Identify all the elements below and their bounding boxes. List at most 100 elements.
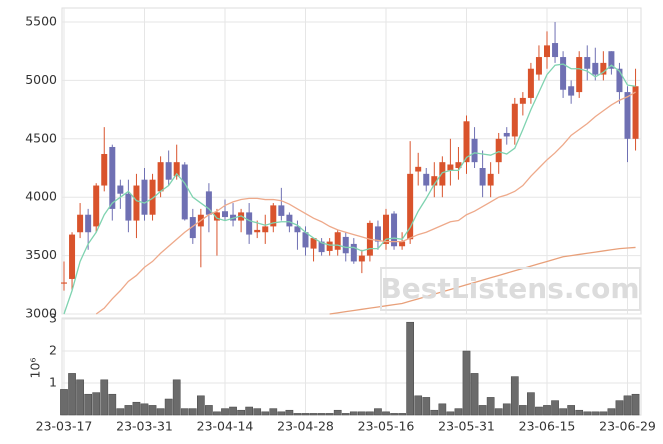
- volume-bar: [607, 408, 616, 416]
- volume-bar: [543, 405, 551, 416]
- volume-bar: [164, 398, 173, 416]
- volume-bar: [213, 411, 221, 416]
- candle-body: [310, 238, 317, 249]
- volume-bar: [502, 403, 511, 416]
- volume-bar: [148, 405, 157, 416]
- x-tick-label: 23-03-31: [116, 419, 173, 434]
- y-tick-label: 5000: [25, 72, 57, 87]
- x-tick-label: 23-06-29: [599, 419, 656, 434]
- candle-body: [511, 103, 518, 137]
- volume-bar: [108, 393, 117, 416]
- candle-body: [423, 173, 430, 186]
- candle-body: [342, 236, 349, 254]
- candle-body: [487, 173, 494, 186]
- candle-body: [294, 226, 301, 233]
- volume-bar: [390, 413, 398, 416]
- volume-bar: [285, 409, 294, 416]
- y-axis-label: 10⁶: [28, 358, 43, 379]
- candle-body: [407, 173, 414, 240]
- volume-bar: [591, 411, 600, 416]
- volume-bar: [132, 401, 141, 416]
- volume-bar: [462, 350, 471, 416]
- y-tick-label: 4500: [25, 130, 57, 145]
- candle-body: [173, 162, 180, 177]
- x-tick-label: 23-06-15: [519, 419, 576, 434]
- x-tick-label: 23-05-16: [358, 419, 415, 434]
- volume-bar: [559, 408, 567, 416]
- volume-bar: [583, 411, 592, 416]
- y-tick-label: 5500: [25, 14, 57, 29]
- moving-average-line: [95, 91, 636, 315]
- candle-body: [463, 121, 470, 163]
- candle-body: [447, 164, 454, 171]
- candle-body: [383, 214, 389, 244]
- volume-bar: [374, 408, 382, 416]
- volume-bar: [317, 413, 326, 416]
- volume-bar: [309, 413, 318, 416]
- candle-body: [350, 243, 357, 262]
- volume-bar: [84, 393, 93, 416]
- y-tick-label: 2: [49, 343, 57, 358]
- candle-body: [101, 153, 108, 186]
- volume-bar: [535, 406, 543, 416]
- volume-bar: [180, 408, 189, 416]
- candle-body: [455, 162, 462, 169]
- candle-body: [608, 51, 615, 69]
- volume-bar: [358, 411, 366, 416]
- x-tick-label: 23-05-31: [438, 419, 495, 434]
- candle-body: [527, 68, 534, 98]
- volume-bar: [325, 413, 334, 416]
- volume-bar: [478, 405, 487, 416]
- candle-body: [318, 241, 325, 253]
- volume-bar: [116, 408, 125, 416]
- candle-body: [141, 179, 148, 215]
- volume-bar: [341, 413, 350, 416]
- candle-body: [334, 232, 341, 250]
- candle-body: [125, 193, 132, 221]
- candle-body: [552, 43, 559, 58]
- candle-body: [568, 86, 575, 96]
- volume-bar: [551, 400, 559, 416]
- candle-body: [600, 62, 607, 75]
- candle-body: [157, 162, 164, 192]
- candle-body: [479, 168, 486, 186]
- x-tick-label: 23-03-17: [36, 419, 93, 434]
- volume-bar: [188, 408, 197, 416]
- candle-body: [133, 185, 140, 221]
- candle-body: [495, 138, 502, 163]
- candle-body: [117, 185, 124, 194]
- candle-body: [503, 132, 510, 137]
- volume-bar: [277, 411, 286, 416]
- volume-bar: [406, 321, 414, 416]
- volume-bar: [631, 393, 640, 416]
- candle-body: [254, 229, 261, 233]
- candle-body: [560, 57, 567, 90]
- candle-body: [326, 241, 333, 251]
- volume-bar: [172, 379, 181, 416]
- volume-bar: [140, 403, 149, 416]
- volume-bar: [422, 397, 431, 416]
- volume-bar: [92, 392, 101, 416]
- candle-body: [222, 211, 228, 218]
- candle-body: [302, 232, 309, 248]
- volume-bar: [470, 373, 479, 416]
- volume-bar: [205, 405, 213, 416]
- candle-body: [439, 162, 446, 186]
- volume-bar: [261, 411, 270, 416]
- y-tick-label: 3500: [25, 247, 57, 262]
- y-tick-label: 3: [49, 311, 57, 326]
- volume-bar: [454, 408, 463, 416]
- volume-bar: [349, 411, 358, 416]
- volume-bar: [237, 409, 245, 416]
- candle-body: [415, 166, 422, 172]
- volume-bar: [366, 411, 374, 416]
- candle-body: [576, 57, 583, 93]
- moving-average-line: [63, 63, 636, 315]
- volume-bar: [253, 408, 262, 416]
- volume-bar: [615, 400, 624, 416]
- candle-body: [592, 62, 599, 75]
- volume-bar: [599, 411, 608, 416]
- volume-bar: [486, 397, 495, 416]
- candle-body: [61, 282, 67, 284]
